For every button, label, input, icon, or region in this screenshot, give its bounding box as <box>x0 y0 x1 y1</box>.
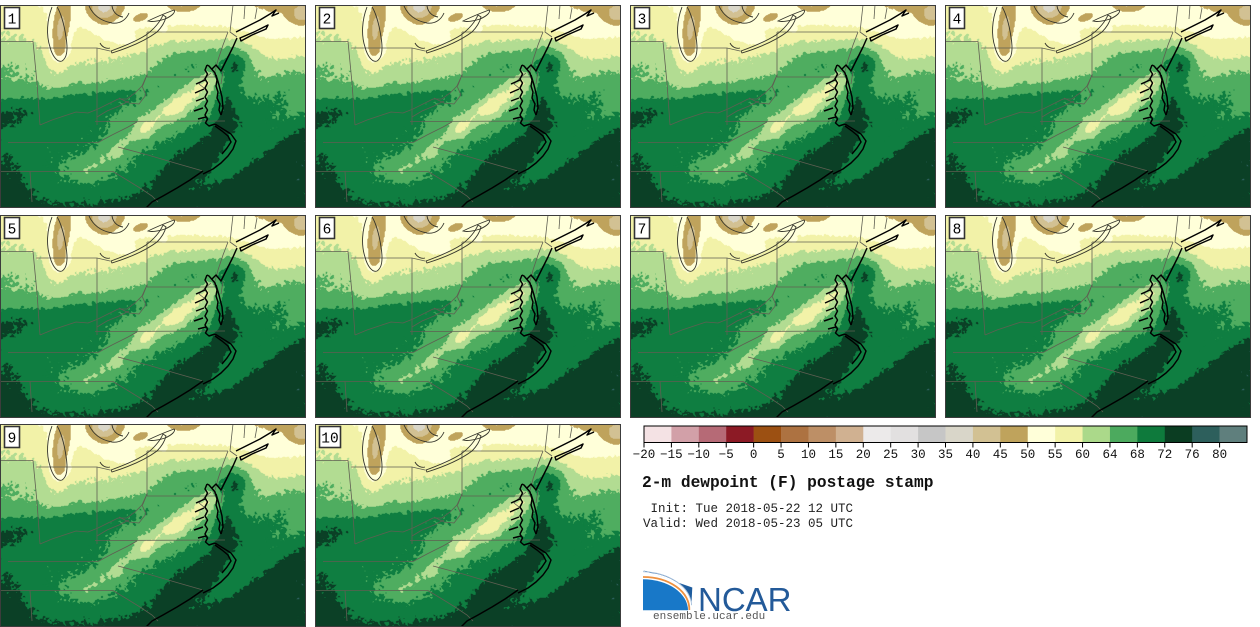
svg-text:−10: −10 <box>688 448 711 462</box>
svg-text:−20: −20 <box>633 448 656 462</box>
svg-text:25: 25 <box>883 448 898 462</box>
svg-text:20: 20 <box>856 448 871 462</box>
svg-text:8: 8 <box>953 222 962 238</box>
svg-text:0: 0 <box>750 448 758 462</box>
svg-text:15: 15 <box>828 448 843 462</box>
svg-text:68: 68 <box>1130 448 1145 462</box>
svg-text:80: 80 <box>1212 448 1227 462</box>
svg-text:40: 40 <box>965 448 980 462</box>
svg-text:2: 2 <box>323 13 332 29</box>
svg-text:9: 9 <box>8 432 17 448</box>
svg-text:72: 72 <box>1157 448 1172 462</box>
svg-text:−5: −5 <box>719 448 734 462</box>
svg-text:1: 1 <box>8 13 17 29</box>
svg-text:3: 3 <box>638 13 647 29</box>
svg-text:55: 55 <box>1048 448 1063 462</box>
svg-text:10: 10 <box>321 432 338 448</box>
svg-text:30: 30 <box>911 448 926 462</box>
svg-text:−15: −15 <box>660 448 683 462</box>
svg-text:64: 64 <box>1102 448 1117 462</box>
svg-text:5: 5 <box>777 448 785 462</box>
svg-text:45: 45 <box>993 448 1008 462</box>
svg-text:5: 5 <box>8 222 17 238</box>
svg-text:35: 35 <box>938 448 953 462</box>
svg-text:50: 50 <box>1020 448 1035 462</box>
svg-text:NCAR: NCAR <box>698 581 792 618</box>
svg-text:76: 76 <box>1185 448 1200 462</box>
svg-text:60: 60 <box>1075 448 1090 462</box>
svg-text:7: 7 <box>638 222 647 238</box>
svg-text:4: 4 <box>953 13 962 29</box>
svg-text:6: 6 <box>323 222 332 238</box>
svg-text:10: 10 <box>801 448 816 462</box>
